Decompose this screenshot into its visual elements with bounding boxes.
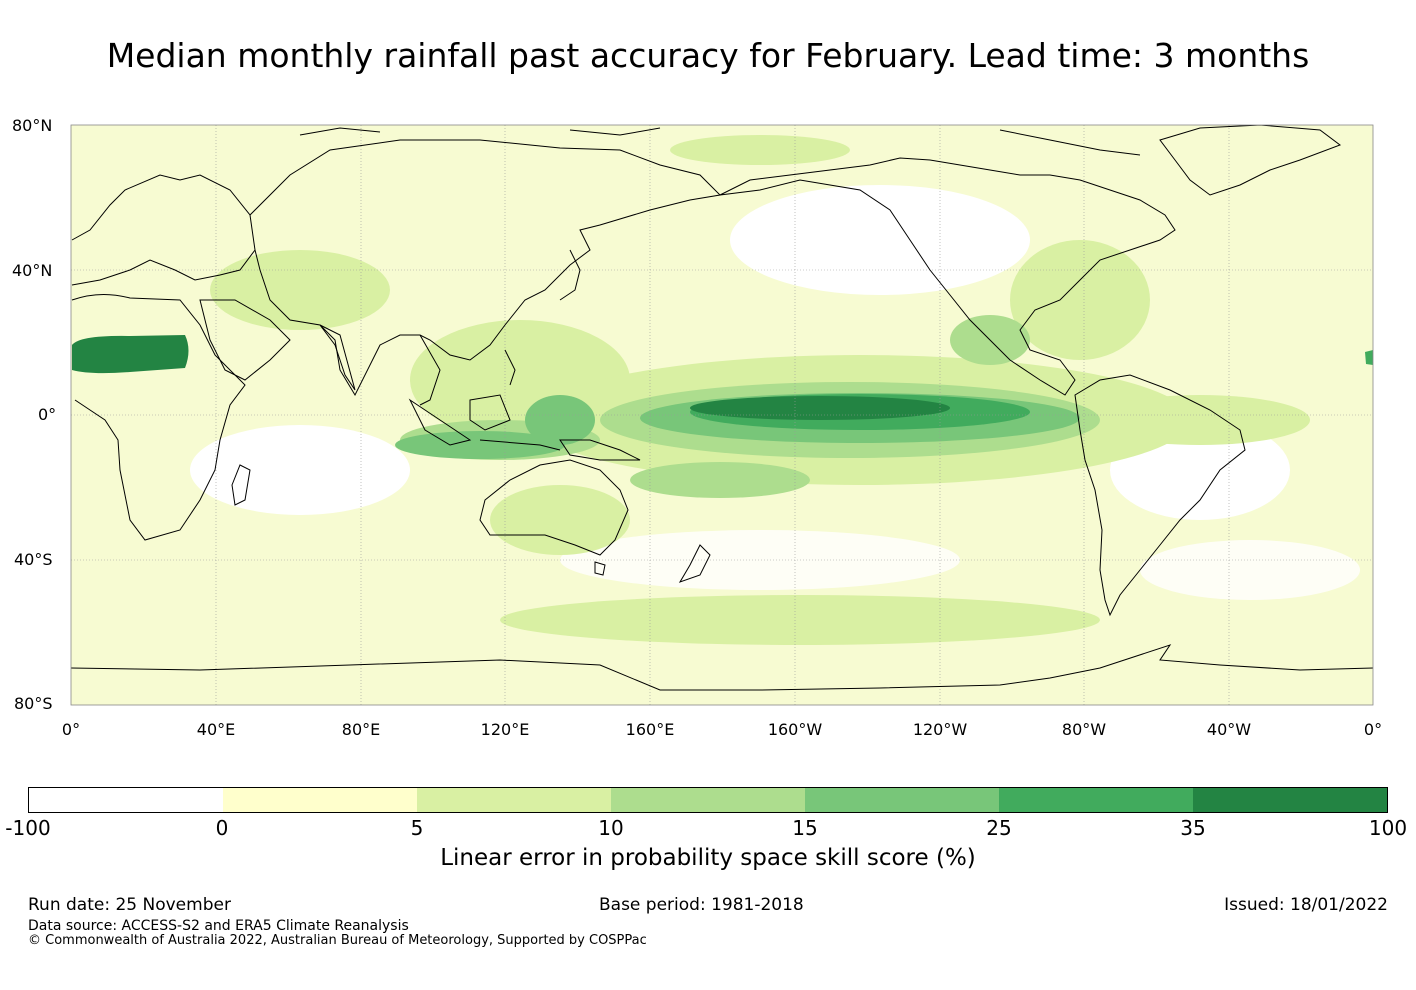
lat-label-0: 0°	[38, 405, 57, 424]
copyright: © Commonwealth of Australia 2022, Austra…	[28, 933, 647, 948]
colorbar-tick: 15	[792, 816, 818, 840]
lon-label-40e: 40°E	[196, 720, 236, 739]
colorbar-segment	[417, 788, 611, 812]
colorbar-segment	[611, 788, 805, 812]
lat-label-80n: 80°N	[12, 116, 53, 135]
colorbar-segment	[805, 788, 999, 812]
map-frame	[70, 124, 1374, 706]
lon-label-0-left: 0°	[61, 720, 81, 739]
coastlines	[71, 125, 1373, 691]
colorbar-segment	[1193, 788, 1387, 812]
lon-label-120e: 120°E	[480, 720, 530, 739]
colorbar-segment	[223, 788, 417, 812]
lon-label-160w: 160°W	[767, 720, 823, 739]
lon-label-40w: 40°W	[1206, 720, 1252, 739]
map-title: Median monthly rainfall past accuracy fo…	[106, 36, 1310, 75]
lon-label-160e: 160°E	[625, 720, 675, 739]
base-period: Base period: 1981-2018	[599, 895, 804, 915]
data-source: Data source: ACCESS-S2 and ERA5 Climate …	[28, 918, 409, 934]
colorbar-tick: 5	[410, 816, 424, 840]
lat-label-40n: 40°N	[12, 261, 53, 280]
graticule	[71, 125, 1373, 705]
colorbar-label: Linear error in probability space skill …	[440, 845, 976, 871]
lon-label-0-right: 0°	[1363, 720, 1383, 739]
colorbar-tick: -100	[5, 816, 51, 840]
colorbar-tick: 100	[1368, 816, 1408, 840]
lon-label-120w: 120°W	[912, 720, 968, 739]
lon-label-80e: 80°E	[341, 720, 381, 739]
colorbar-tick: 0	[215, 816, 229, 840]
colorbar-tick: 25	[986, 816, 1012, 840]
lon-label-80w: 80°W	[1061, 720, 1107, 739]
colorbar-tick: 10	[598, 816, 624, 840]
colorbar-segment	[29, 788, 223, 812]
lat-label-40s: 40°S	[14, 550, 53, 569]
run-date: Run date: 25 November	[28, 895, 231, 915]
colorbar-segment	[999, 788, 1193, 812]
colorbar	[28, 787, 1388, 813]
colorbar-tick: 35	[1180, 816, 1206, 840]
lat-label-80s: 80°S	[14, 694, 53, 713]
issued-date: Issued: 18/01/2022	[1224, 895, 1388, 915]
